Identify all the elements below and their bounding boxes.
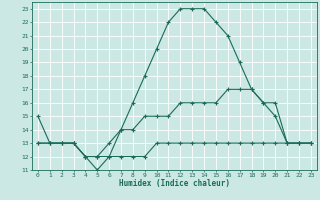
X-axis label: Humidex (Indice chaleur): Humidex (Indice chaleur) xyxy=(119,179,230,188)
